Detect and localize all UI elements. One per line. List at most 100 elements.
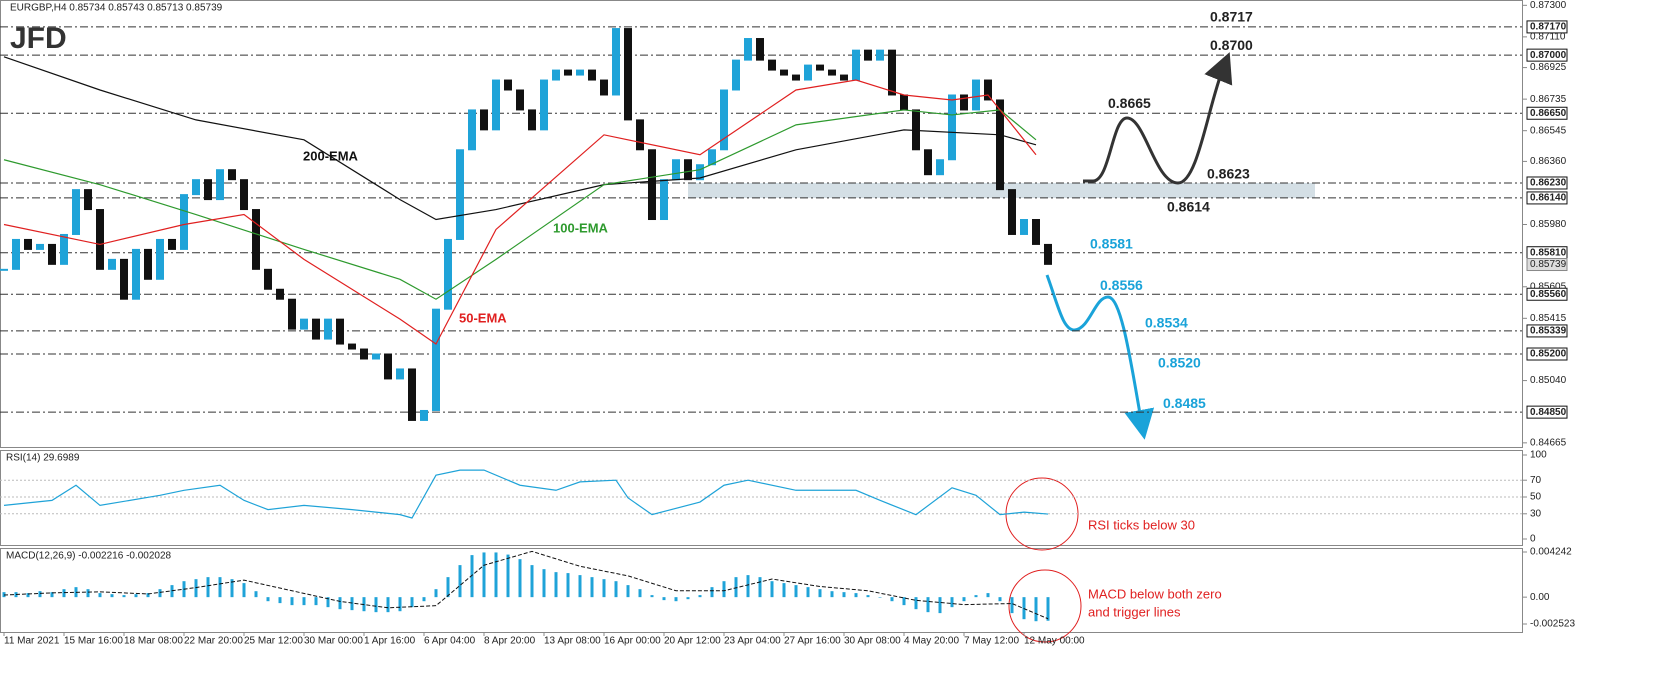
macd-bar [494,552,498,598]
y-tick-label: 0.84665 [1530,437,1567,448]
candle-body [168,238,176,250]
macd-bar [626,585,630,598]
y-tick-label: 70 [1530,475,1542,486]
level-annotation: 0.8717 [1210,9,1253,25]
macd-bar [110,594,114,598]
level-label: 0.87170 [1530,22,1567,33]
macd-bar [842,592,846,598]
candle-body [132,248,140,300]
candle-body [180,194,188,250]
candle-body [1020,219,1028,235]
candle-body [252,209,260,270]
candle-body [780,69,788,76]
macd-bar [578,575,582,598]
level-annotation: 0.8700 [1210,37,1253,53]
x-tick-label: 12 May 00:00 [1024,636,1085,647]
candle-body [372,353,380,360]
level-annotation: 0.8581 [1090,235,1133,251]
macd-highlight [1008,569,1082,643]
ema-label: 200-EMA [303,148,359,163]
signal-line [3,550,1049,620]
macd-bar [158,589,162,598]
level-label: 0.85560 [1530,289,1567,300]
macd-bar [218,577,222,598]
candle-body [900,94,908,111]
macd-bar [398,597,402,612]
macd-bar [722,581,726,598]
candle-body [960,94,968,111]
x-tick-label: 1 Apr 16:00 [364,636,416,647]
candle-body [72,189,80,235]
candle-body [96,209,104,270]
candle-body [240,179,248,211]
macd-bar [482,552,486,598]
macd-bar [770,581,774,598]
macd-bar [434,589,438,598]
level-box [1526,191,1568,205]
macd-bar [734,577,738,598]
macd-bar [530,565,534,598]
macd-bar [194,579,198,598]
candle-body [312,318,320,340]
macd-bar [686,597,690,600]
rsi-line [3,469,1049,519]
macd-bar [830,591,834,598]
macd-bar [638,589,642,598]
candle-body [336,318,344,345]
macd-bar [914,597,918,610]
macd-bar [890,597,894,602]
x-tick-label: 30 Mar 00:00 [304,636,363,647]
current-box [1526,258,1568,272]
macd-bar [278,597,282,604]
macd-bar [590,577,594,598]
candle-body [828,69,836,76]
level-label: 0.85339 [1530,326,1567,337]
candle-body [744,38,752,61]
candle-body [444,238,452,310]
candle-body [204,179,212,201]
macd-bar [350,597,354,611]
y-tick-label: 30 [1530,508,1542,519]
candle-body [792,74,800,81]
macd-bar [266,597,270,602]
macd-bar [518,559,522,598]
macd-bar [230,579,234,598]
x-tick-label: 20 Apr 12:00 [664,636,721,647]
candle-body [816,64,824,71]
level-annotation: 0.8534 [1145,315,1188,331]
level-label: 0.86230 [1530,178,1567,189]
y-tick-label: 0.86925 [1530,62,1567,73]
y-tick-label: 0.87110 [1530,32,1566,43]
x-tick-label: 27 Apr 16:00 [784,636,841,647]
macd-bar [938,597,942,614]
macd-bar [566,573,570,598]
macd-bar [854,593,858,598]
macd-bar [1010,597,1014,614]
candle-body [144,248,152,280]
candle-body [60,233,68,265]
candle-body [732,59,740,91]
macd-bar [98,593,102,598]
y-tick-label: 0.87300 [1530,0,1567,11]
candle-body [156,238,164,280]
macd-bar [338,597,342,610]
macd-bar [746,575,750,598]
level-annotation: 0.8556 [1100,277,1143,293]
candle-body [384,353,392,380]
level-annotation: 0.8485 [1163,395,1206,411]
macd-bar [134,594,138,598]
projection-down [1045,274,1155,440]
candle-body [756,38,764,61]
macd-bar [50,592,54,598]
macd-bar [146,593,150,598]
macd-bar [674,597,678,602]
x-tick-label: 4 May 20:00 [904,636,959,647]
x-tick-label: 7 May 12:00 [964,636,1019,647]
candle-body [984,79,992,101]
candle-body [1032,219,1040,245]
macd-bar [458,565,462,598]
level-annotation: 0.8665 [1108,95,1151,111]
y-tick-label: 0.85415 [1530,313,1567,324]
ema-line [3,109,1037,300]
